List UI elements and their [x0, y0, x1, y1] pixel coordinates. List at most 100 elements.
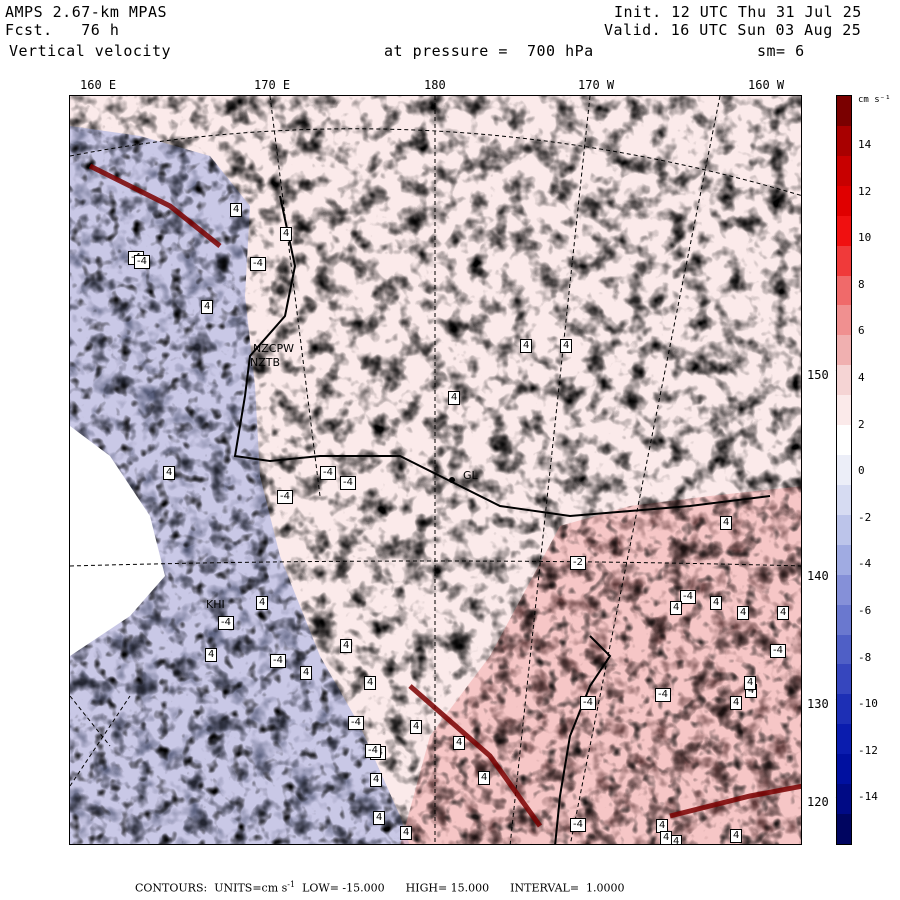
vertical-velocity-field [70, 96, 801, 844]
contour-value-box: 4 [373, 811, 386, 825]
colorbar-tick-label: -10 [858, 697, 878, 711]
colorbar-tick-label: -4 [858, 557, 872, 571]
footer-units-sup: -1 [287, 880, 296, 889]
contour-value-box: -4 [580, 696, 596, 710]
lon-label-170e: 170 E [254, 78, 291, 92]
colorbar-swatch [837, 544, 851, 576]
station-label-gl: GL [463, 469, 478, 482]
contour-value-box: -4 [277, 490, 293, 504]
colorbar-swatch [837, 275, 851, 306]
station-label-nzcpw: NZCPW [253, 342, 294, 355]
colorbar-tick-label: -8 [858, 650, 872, 664]
lon-label-160e: 160 E [80, 78, 117, 92]
contour-value-box: 4 [364, 676, 377, 690]
colorbar-swatch [837, 365, 851, 396]
contour-value-box: -2 [570, 556, 586, 570]
station-label-nztb: NZTB [250, 356, 281, 369]
forecast-hours: 76 h [81, 21, 120, 39]
contour-value-box: -4 [348, 716, 364, 730]
lat-label-120w: 120 W [807, 795, 844, 809]
init-time: Init. 12 UTC Thu 31 Jul 25 [614, 3, 862, 21]
colorbar [836, 95, 852, 845]
contour-value-box: -4 [680, 590, 696, 604]
colorbar-swatch [837, 305, 851, 336]
contour-value-box: 4 [777, 606, 790, 620]
contour-value-box: -4 [655, 688, 671, 702]
colorbar-tick-label: -14 [858, 790, 878, 804]
contour-value-box: 4 [163, 466, 176, 480]
colorbar-tick-label: 8 [858, 277, 865, 291]
valid-time: Valid. 16 UTC Sun 03 Aug 25 [604, 21, 862, 39]
forecast-label-text: Fcst. [5, 21, 53, 39]
colorbar-tick-label: 10 [858, 231, 872, 245]
station-marker-gl [449, 477, 455, 483]
colorbar-swatch [837, 604, 851, 636]
contour-value-box: 4 [737, 606, 750, 620]
contour-value-box: 4 [340, 639, 353, 653]
contour-value-box: 4 [300, 666, 313, 680]
colorbar-tick-label: 6 [858, 324, 865, 338]
colorbar-tick-label: 0 [858, 464, 865, 478]
contour-value-box: -4 [134, 255, 150, 269]
contour-value-box: -4 [250, 257, 266, 271]
colorbar-swatch [837, 574, 851, 606]
contour-value-box: 4 [520, 339, 533, 353]
colorbar-swatch [837, 784, 851, 815]
colorbar-tick-label: -2 [858, 510, 872, 524]
colorbar-swatch [837, 245, 851, 276]
footer-interval: INTERVAL= 1.0000 [510, 881, 625, 895]
contour-value-box: 4 [730, 829, 743, 843]
contour-value-box: 4 [370, 773, 383, 787]
colorbar-swatch [837, 694, 851, 725]
contour-value-box: 4 [448, 391, 461, 405]
lat-label-140w: 140 W [807, 569, 844, 583]
contour-value-box: 4 [280, 227, 293, 241]
colorbar-swatch [837, 455, 851, 486]
footer-units: UNITS=cm s [214, 881, 288, 895]
contour-value-box: 4 [670, 601, 683, 615]
contour-value-box: -4 [770, 644, 786, 658]
colorbar-unit: cm s⁻¹ [858, 95, 891, 105]
contour-value-box: -4 [270, 654, 286, 668]
colorbar-swatch [837, 425, 851, 456]
contour-value-box: 4 [720, 516, 733, 530]
smoothing: sm= 6 [757, 42, 805, 60]
map-panel[interactable]: NZCPW NZTB GL KHI -44-44-444-4-4444-44-4… [69, 95, 802, 845]
contour-value-box: 4 [400, 826, 413, 840]
contour-value-box: 4 [230, 203, 243, 217]
colorbar-swatch [837, 484, 851, 516]
colorbar-swatch [837, 125, 851, 157]
colorbar-swatch [837, 215, 851, 247]
colorbar-swatch [837, 814, 851, 845]
lon-label-170w: 170 W [578, 78, 615, 92]
footer-contours: CONTOURS: [135, 881, 208, 895]
colorbar-tick-label: 14 [858, 138, 872, 151]
contour-value-box: 4 [205, 648, 218, 662]
lon-label-180: 180 [424, 78, 446, 92]
lat-label-130w: 130 W [807, 697, 844, 711]
station-label-khi: KHI [206, 598, 225, 611]
colorbar-swatch [837, 634, 851, 665]
pressure-level: at pressure = 700 hPa [384, 42, 594, 60]
colorbar-swatch [837, 754, 851, 785]
contour-value-box: 4 [256, 596, 269, 610]
footer-high: HIGH= 15.000 [405, 881, 490, 895]
contour-value-box: 4 [410, 720, 423, 734]
colorbar-swatch [837, 335, 851, 366]
colorbar-swatch [837, 664, 851, 695]
colorbar-tick-label: 4 [858, 371, 865, 384]
contour-value-box: 4 [453, 736, 466, 750]
footer-low: LOW= -15.000 [302, 881, 385, 895]
field-name: Vertical velocity [9, 42, 172, 60]
contour-value-box: -4 [365, 744, 381, 758]
colorbar-tick-label: -6 [858, 604, 872, 617]
contour-value-box: -4 [218, 616, 234, 630]
lon-label-160w: 160 W [748, 78, 785, 92]
contour-value-box: 4 [744, 676, 757, 690]
colorbar-swatch [837, 155, 851, 187]
colorbar-swatch [837, 395, 851, 426]
contour-value-box: 4 [201, 300, 214, 314]
contour-info-footer: CONTOURS: UNITS=cm s-1 LOW= -15.000 HIGH… [135, 880, 625, 895]
colorbar-swatch [837, 514, 851, 546]
colorbar-swatch [837, 724, 851, 755]
